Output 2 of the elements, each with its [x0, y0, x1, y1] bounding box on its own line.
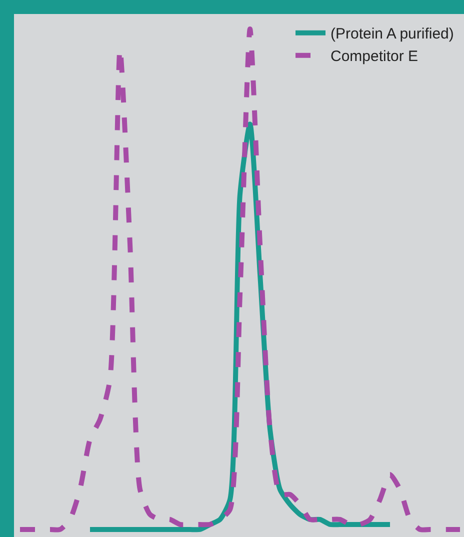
legend-label: Competitor E [330, 48, 418, 66]
legend-label: (Protein A purified) [330, 26, 454, 43]
